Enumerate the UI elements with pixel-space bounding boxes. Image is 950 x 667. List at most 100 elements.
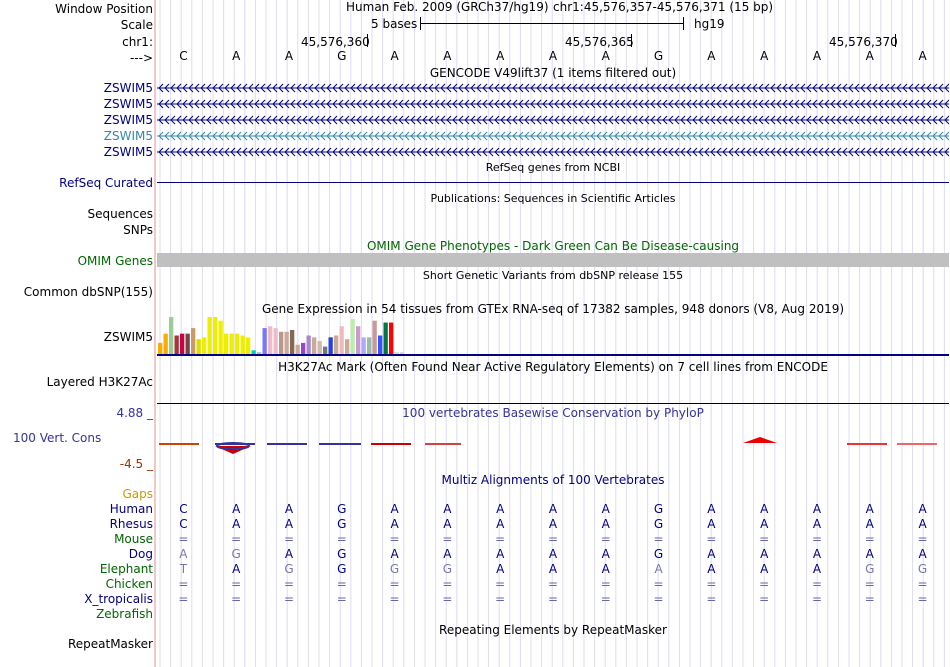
gencode-gene-label[interactable]: ZSWIM5 xyxy=(104,81,153,95)
multiz-base: A xyxy=(896,517,949,531)
multiz-base: G xyxy=(315,502,368,516)
phylop-peak xyxy=(743,437,777,443)
multiz-base: A xyxy=(474,502,527,516)
phylop-wiggle[interactable] xyxy=(157,420,949,470)
multiz-species-label[interactable]: Mouse xyxy=(114,532,153,546)
multiz-base: A xyxy=(210,562,263,576)
repeatmasker-title[interactable]: Repeating Elements by RepeatMasker xyxy=(157,623,949,637)
multiz-base: A xyxy=(738,502,791,516)
multiz-base: G xyxy=(368,562,421,576)
multiz-base: A xyxy=(843,547,896,561)
multiz-base: = xyxy=(738,577,791,591)
multiz-species-label[interactable]: Dog xyxy=(129,547,153,561)
multiz-base: = xyxy=(632,532,685,546)
multiz-base: = xyxy=(263,532,316,546)
gtex-tissue-bar xyxy=(219,321,223,354)
gencode-transcript[interactable] xyxy=(157,147,949,157)
multiz-base: A xyxy=(421,547,474,561)
gencode-gene-label[interactable]: ZSWIM5 xyxy=(104,97,153,111)
multiz-base: A xyxy=(263,502,316,516)
multiz-base: G xyxy=(421,562,474,576)
scale-db: hg19 xyxy=(694,17,725,31)
multiz-base: = xyxy=(368,532,421,546)
multiz-base: = xyxy=(421,577,474,591)
gtex-title[interactable]: Gene Expression in 54 tissues from GTEx … xyxy=(157,302,949,316)
dbsnp-label[interactable]: Common dbSNP(155) xyxy=(24,285,153,299)
gencode-transcript[interactable] xyxy=(157,131,949,141)
multiz-base: = xyxy=(791,592,844,606)
tick-label: 45,576,370 xyxy=(829,35,898,49)
multiz-base: G xyxy=(210,547,263,561)
multiz-base: C xyxy=(157,502,210,516)
refseq-line[interactable] xyxy=(157,182,949,183)
dbsnp-title[interactable]: Short Genetic Variants from dbSNP releas… xyxy=(157,269,949,283)
phylop-label[interactable]: 100 Vert. Cons xyxy=(13,431,101,445)
scale-text: 5 bases xyxy=(371,17,417,31)
omim-title[interactable]: OMIM Gene Phenotypes - Dark Green Can Be… xyxy=(157,239,949,253)
label-divider[interactable] xyxy=(154,0,156,667)
gtex-tissue-bar xyxy=(345,339,349,354)
multiz-base: = xyxy=(263,577,316,591)
gencode-gene-label[interactable]: ZSWIM5 xyxy=(104,129,153,143)
sequences-label[interactable]: Sequences xyxy=(88,207,153,221)
gtex-tissue-bar xyxy=(241,336,245,355)
h3k27ac-label[interactable]: Layered H3K27Ac xyxy=(47,375,153,389)
scale-bar xyxy=(420,17,684,31)
tick-mark xyxy=(631,34,632,47)
base-letter: A xyxy=(263,49,316,63)
multiz-base: = xyxy=(368,577,421,591)
multiz-base: G xyxy=(263,562,316,576)
omim-gene-bar[interactable] xyxy=(157,253,949,267)
refseq-label[interactable]: RefSeq Curated xyxy=(59,176,153,190)
base-letter: G xyxy=(315,49,368,63)
gtex-bar-chart[interactable] xyxy=(157,316,949,357)
multiz-species-label[interactable]: Elephant xyxy=(100,562,153,576)
multiz-base: A xyxy=(210,502,263,516)
phylop-title[interactable]: 100 vertebrates Basewise Conservation by… xyxy=(157,406,949,420)
gencode-gene-label[interactable]: ZSWIM5 xyxy=(104,113,153,127)
multiz-base: T xyxy=(157,562,210,576)
h3k27ac-title[interactable]: H3K27Ac Mark (Often Found Near Active Re… xyxy=(157,360,949,374)
gtex-label[interactable]: ZSWIM5 xyxy=(104,330,153,344)
multiz-base: = xyxy=(474,592,527,606)
coords-text: chr1:45,576,357-45,576,371 (15 bp) xyxy=(553,0,773,14)
base-letter: A xyxy=(738,49,791,63)
snps-label[interactable]: SNPs xyxy=(123,223,153,237)
multiz-base: = xyxy=(210,577,263,591)
multiz-species-label[interactable]: Rhesus xyxy=(110,517,153,531)
multiz-species-label[interactable]: Human xyxy=(110,502,153,516)
gencode-transcript[interactable] xyxy=(157,83,949,93)
multiz-species-label[interactable]: Chicken xyxy=(106,577,153,591)
multiz-base: = xyxy=(843,577,896,591)
multiz-base: G xyxy=(315,547,368,561)
base-letter: A xyxy=(896,49,949,63)
multiz-base: = xyxy=(527,592,580,606)
multiz-base: = xyxy=(263,592,316,606)
repeatmasker-label[interactable]: RepeatMasker xyxy=(68,637,153,651)
multiz-species-label[interactable]: Zebrafish xyxy=(96,607,153,621)
refseq-title[interactable]: RefSeq genes from NCBI xyxy=(157,161,949,175)
multiz-species-label[interactable]: X_tropicalis xyxy=(84,592,153,606)
gencode-transcript[interactable] xyxy=(157,99,949,109)
gtex-tissue-bar xyxy=(296,345,300,354)
multiz-base: = xyxy=(738,532,791,546)
multiz-base: = xyxy=(315,577,368,591)
gtex-tissue-bar xyxy=(268,326,272,354)
gencode-gene-label[interactable]: ZSWIM5 xyxy=(104,145,153,159)
multiz-title[interactable]: Multiz Alignments of 100 Vertebrates xyxy=(157,473,949,487)
publications-title[interactable]: Publications: Sequences in Scientific Ar… xyxy=(157,192,949,206)
omim-label[interactable]: OMIM Genes xyxy=(78,254,153,268)
chrom-label: chr1: xyxy=(122,35,153,49)
multiz-base: = xyxy=(579,592,632,606)
multiz-base: = xyxy=(896,577,949,591)
gtex-tissue-bar xyxy=(400,352,404,354)
gtex-tissue-bar xyxy=(340,326,344,354)
gencode-title[interactable]: GENCODE V49lift37 (1 items filtered out) xyxy=(157,66,949,80)
gaps-label[interactable]: Gaps xyxy=(122,487,153,501)
gencode-transcript[interactable] xyxy=(157,115,949,125)
gtex-tissue-bar xyxy=(312,337,316,354)
gtex-tissue-bar xyxy=(373,321,377,354)
multiz-base: A xyxy=(474,562,527,576)
h3k27ac-baseline xyxy=(157,403,949,404)
multiz-base: A xyxy=(474,547,527,561)
